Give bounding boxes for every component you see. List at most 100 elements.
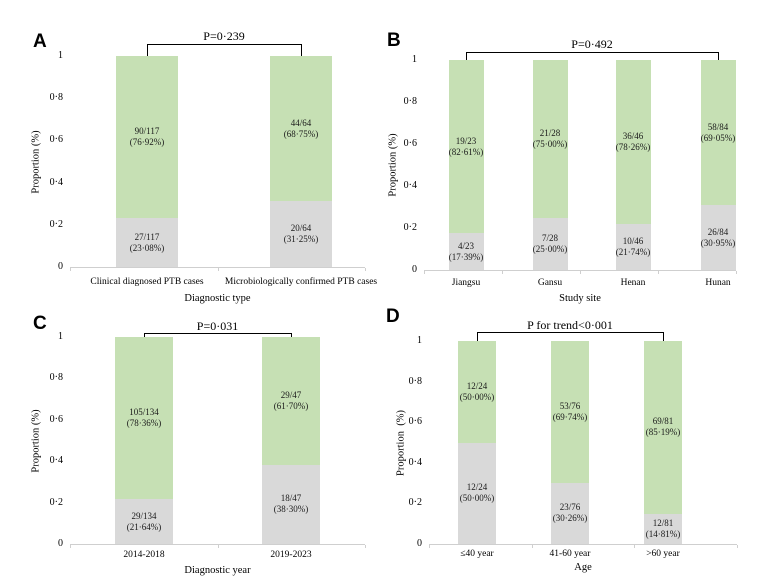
bar-value-percent: (31·25%) <box>283 234 319 245</box>
axis-tick-mark <box>658 271 659 274</box>
bar-segment-lower <box>551 482 589 544</box>
bar-value-percent: (23·08%) <box>129 242 165 253</box>
x-tick-label: Gansu <box>537 278 563 288</box>
significance-bracket-line <box>477 332 663 333</box>
x-tick-label: Jiangsu <box>451 278 481 288</box>
bar-value-fraction: 12/24 <box>466 482 488 493</box>
bar-value-percent: (21·74%) <box>615 247 651 258</box>
x-axis-line <box>70 267 365 268</box>
bar-value-label: 12/24 (50·00%) <box>437 482 517 504</box>
x-tick-label: Henan <box>620 278 646 288</box>
axis-tick-mark <box>217 268 219 271</box>
bar-value-percent: (75·00%) <box>532 138 568 149</box>
bar-value-fraction: 29/47 <box>280 389 302 400</box>
significance-bracket-line <box>144 333 291 334</box>
bar-value-label: 20/64 (31·25%) <box>261 223 341 245</box>
x-tick-label: 2019-2023 <box>270 550 312 560</box>
x-tick-label: Hunan <box>705 278 731 288</box>
x-tick-label: Microbiologically confirmed PTB cases <box>224 277 378 287</box>
x-tick-label: >60 year <box>646 549 680 559</box>
x-axis-title: Study site <box>559 293 601 304</box>
bar-value-label: 12/81 (14·81%) <box>623 518 703 540</box>
y-tick-label: 1 <box>58 331 63 342</box>
panel-letter: D <box>386 306 400 327</box>
bar-value-label: 21/28 (75·00%) <box>510 128 590 150</box>
x-axis-line <box>424 270 736 271</box>
bar-value-percent: (50·00%) <box>459 493 495 504</box>
x-axis-line <box>70 544 365 545</box>
bar-value-label: 26/84 (30·95%) <box>678 227 757 249</box>
bar-value-percent: (82·61%) <box>448 146 484 157</box>
axis-tick-mark <box>70 545 71 548</box>
bar-value-label: 29/134 (21·64%) <box>104 511 184 533</box>
y-tick-label: 0·2 <box>49 218 63 230</box>
bar-value-percent: (85·19%) <box>645 427 681 438</box>
bar-value-fraction: 7/28 <box>541 232 558 243</box>
bar-segment-upper <box>700 60 736 205</box>
y-tick-label: 0 <box>58 261 63 272</box>
bar-value-fraction: 29/134 <box>131 510 157 521</box>
bar-value-label: 10/46 (21·74%) <box>593 236 673 258</box>
y-tick-label: 0 <box>417 538 422 549</box>
bar-segment-upper <box>262 337 320 465</box>
bar-value-fraction: 105/134 <box>129 407 159 418</box>
bar-value-label: 36/46 (78·26%) <box>593 131 673 153</box>
bar-segment-upper <box>532 60 568 218</box>
axis-tick-mark <box>531 545 533 548</box>
bar-value-fraction: 19/23 <box>455 135 477 146</box>
bar-value-fraction: 58/84 <box>707 121 729 132</box>
bar-value-fraction: 12/24 <box>466 380 488 391</box>
y-tick-label: 0·8 <box>49 92 63 104</box>
bar-segment-upper <box>551 341 589 483</box>
panel-letter: B <box>387 30 401 51</box>
bar-segment-upper <box>270 56 332 202</box>
y-tick-label: 0·4 <box>49 176 63 188</box>
bar-value-label: 105/134 (78·36%) <box>104 407 184 429</box>
bar-value-fraction: 18/47 <box>280 493 302 504</box>
bar-value-percent: (50·00%) <box>459 391 495 402</box>
bar-value-fraction: 10/46 <box>622 236 644 247</box>
bar-value-percent: (61·70%) <box>273 400 309 411</box>
axis-tick-mark <box>634 545 636 548</box>
y-tick-label: 0·8 <box>408 375 422 387</box>
bar-value-label: 29/47 (61·70%) <box>251 390 331 412</box>
y-tick-label: 0·4 <box>408 456 422 468</box>
bar-value-percent: (17·39%) <box>448 251 484 262</box>
axis-tick-mark <box>429 545 430 548</box>
p-value-label: P=0·239 <box>200 29 248 43</box>
bar-segment-lower <box>615 224 651 270</box>
bar-segment-lower <box>448 233 484 270</box>
x-axis-title: Diagnostic year <box>184 565 251 576</box>
panel-letter: A <box>33 31 47 52</box>
bar-value-fraction: 90/117 <box>134 126 160 137</box>
bar-value-fraction: 53/76 <box>559 400 581 411</box>
bar-value-label: 12/24 (50·00%) <box>437 381 517 403</box>
bar-value-fraction: 26/84 <box>707 226 729 237</box>
bar-value-fraction: 36/46 <box>622 131 644 142</box>
x-axis-title: Diagnostic type <box>184 293 251 304</box>
significance-bracket-tick <box>291 333 292 337</box>
y-tick-label: 0·6 <box>49 413 63 425</box>
y-tick-label: 0 <box>58 538 63 549</box>
x-tick-label: Clinical diagnosed PTB cases <box>90 277 204 287</box>
bar-value-percent: (14·81%) <box>645 528 681 539</box>
bar-value-percent: (78·36%) <box>126 418 162 429</box>
bar-value-percent: (30·26%) <box>552 513 588 524</box>
bar-value-fraction: 69/81 <box>652 416 674 427</box>
bar-value-percent: (69·74%) <box>552 411 588 422</box>
x-axis-title: Age <box>574 562 592 573</box>
y-tick-label: 1 <box>412 54 417 65</box>
bar-value-label: 27/117 (23·08%) <box>107 232 187 254</box>
bar-value-percent: (38·30%) <box>273 504 309 515</box>
bar-value-fraction: 12/81 <box>652 517 674 528</box>
significance-bracket-tick <box>477 332 478 341</box>
bar-segment-lower <box>115 499 173 544</box>
bar-segment-lower <box>458 442 496 544</box>
significance-bracket-line <box>466 52 718 53</box>
axis-tick-mark <box>217 545 219 548</box>
panel-letter: C <box>33 313 47 334</box>
significance-bracket-line <box>147 44 301 45</box>
x-tick-label: 2014-2018 <box>123 550 165 560</box>
panel-d-age: D Proportion (%) 0 0·2 0·4 0·6 0·8 1 12/24 (50·00… <box>379 290 757 580</box>
